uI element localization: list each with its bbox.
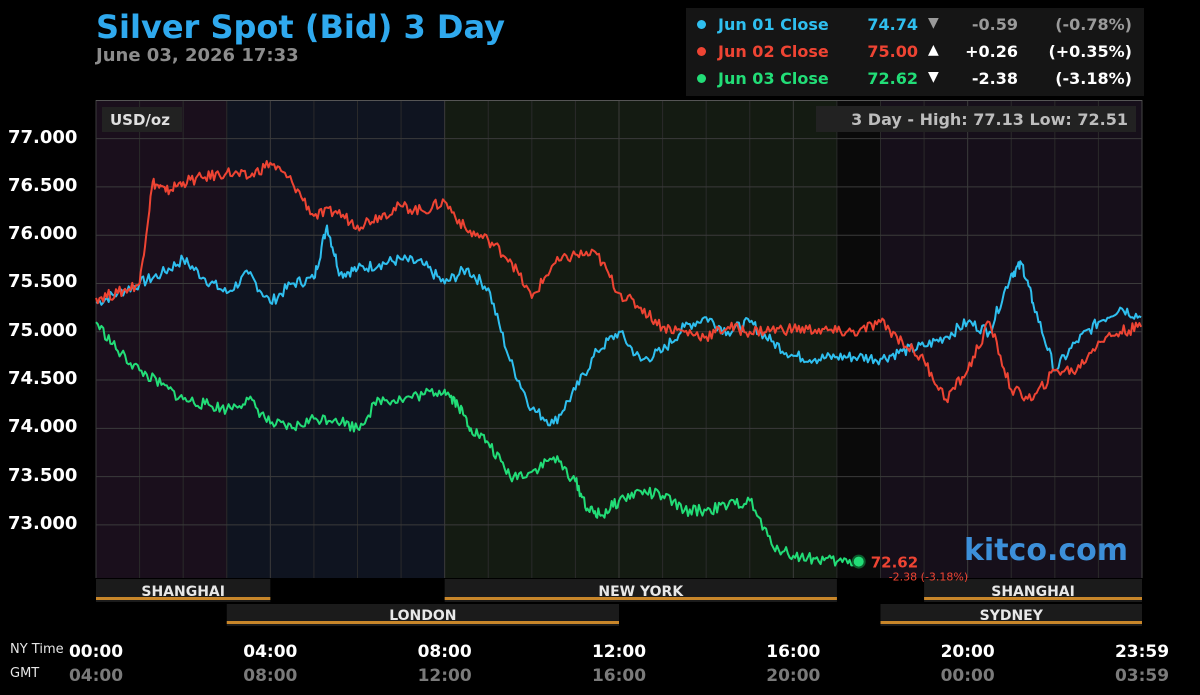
legend-row-jun01: Jun 01 Close 74.74 ▼ -0.59 (-0.78%) — [686, 13, 1144, 39]
x-tick-label-ny: 00:00 — [68, 642, 124, 662]
legend-arrow-jun02: ▲ — [928, 42, 939, 58]
chart-grid — [95, 100, 1143, 578]
gmt-caption: GMT — [10, 666, 40, 681]
band-london — [226, 100, 445, 578]
legend-pct-jun03: (-3.18%) — [1055, 69, 1132, 88]
market-shanghai-2-bg — [924, 579, 1142, 602]
market-shanghai-2-label: SHANGHAI — [991, 584, 1075, 600]
market-shanghai-1-bg — [96, 579, 271, 602]
last-price-value: 72.62 — [871, 554, 918, 572]
y-tick-label: 76.000 — [8, 223, 78, 245]
legend-arrow-jun01: ▼ — [928, 15, 939, 31]
x-tick-label-gmt: 08:00 — [243, 666, 298, 686]
y-tick-label: 75.500 — [8, 271, 78, 293]
market-new-york-bg — [444, 579, 837, 602]
x-tick-label-ny: 16:00 — [766, 642, 821, 662]
legend-row-jun02: Jun 02 Close 75.00 ▲ +0.26 (+0.35%) — [686, 40, 1144, 66]
plot-top-border — [96, 100, 1142, 101]
x-tick-label-gmt: 03:59 — [1114, 666, 1170, 686]
legend-dot-jun01 — [697, 20, 706, 29]
watermark: kitco.com — [964, 533, 1128, 568]
legend-name-jun01: Jun 01 Close — [718, 15, 829, 34]
legend-name-jun03: Jun 03 Close — [718, 69, 829, 88]
market-shanghai-1-label: SHANGHAI — [141, 584, 225, 600]
unit-label-bg — [102, 107, 182, 132]
x-tick-label-ny: 12:00 — [591, 642, 647, 662]
last-price-change: -2.38 (-3.18%) — [889, 571, 968, 584]
series-line-1 — [95, 224, 1142, 427]
legend-pct-jun02: (+0.35%) — [1048, 42, 1132, 61]
legend-change-jun01: -0.59 — [971, 15, 1018, 34]
legend-value-jun01: 74.74 — [867, 15, 918, 34]
band-asia-early — [96, 100, 227, 578]
x-tick-label-gmt: 00:00 — [940, 666, 995, 686]
x-tick-label-ny: 20:00 — [940, 642, 995, 662]
legend-panel: Jun 01 Close 74.74 ▼ -0.59 (-0.78%) Jun … — [686, 8, 1144, 96]
legend-name-jun02: Jun 02 Close — [718, 42, 829, 61]
y-tick-label: 77.000 — [8, 126, 78, 148]
x-tick-label-gmt: 16:00 — [591, 666, 647, 686]
series-line-2 — [95, 160, 1143, 404]
y-tick-label: 75.000 — [8, 319, 78, 341]
x-tick-label-gmt: 12:00 — [417, 666, 472, 686]
market-london-label: LONDON — [389, 608, 456, 624]
market-shanghai-2-line — [924, 597, 1142, 600]
legend-arrow-jun03: ▼ — [928, 69, 939, 85]
chart-title: Silver Spot (Bid) 3 Day — [96, 8, 505, 46]
market-london-bg — [226, 604, 619, 626]
market-sydney-bg — [880, 604, 1142, 626]
legend-dot-jun03 — [697, 74, 706, 83]
x-tick-label-gmt: 20:00 — [766, 666, 821, 686]
x-tick-label-ny: 04:00 — [243, 642, 298, 662]
market-sessions: SHANGHAI NEW YORK SHANGHAI LONDON SYDNEY — [96, 578, 1142, 626]
market-sydney-label: SYDNEY — [980, 608, 1044, 624]
y-tick-label: 76.500 — [8, 174, 78, 196]
chart-timestamp: June 03, 2026 17:33 — [96, 45, 299, 66]
market-sydney-line — [880, 621, 1142, 624]
ny-time-caption: NY Time — [10, 642, 64, 657]
legend-pct-jun01: (-0.78%) — [1055, 15, 1132, 34]
series-line-3 — [95, 321, 859, 567]
x-tick-label-gmt: 04:00 — [68, 666, 124, 686]
session-bands — [96, 100, 1142, 578]
series-lines — [95, 160, 1143, 567]
legend-value-jun02: 75.00 — [867, 42, 918, 61]
y-tick-label: 73.500 — [8, 464, 78, 486]
legend-value-jun03: 72.62 — [867, 69, 918, 88]
last-price-dot — [851, 554, 866, 569]
market-london-line — [226, 621, 619, 624]
legend-change-jun03: -2.38 — [971, 69, 1018, 88]
unit-label: USD/oz — [110, 111, 170, 129]
legend-dot-jun02 — [697, 47, 706, 56]
x-tick-label-ny: 23:59 — [1114, 642, 1170, 662]
range-label: 3 Day - High: 77.13 Low: 72.51 — [851, 110, 1128, 129]
y-tick-label: 74.000 — [8, 416, 78, 438]
legend-row-jun03: Jun 03 Close 72.62 ▼ -2.38 (-3.18%) — [686, 67, 1144, 93]
market-shanghai-1-line — [96, 597, 271, 600]
market-new-york-line — [444, 597, 837, 600]
band-closed — [836, 100, 881, 578]
y-tick-label: 74.500 — [8, 368, 78, 390]
y-tick-label: 73.000 — [8, 512, 78, 534]
range-label-bg — [816, 106, 1136, 132]
market-new-york-label: NEW YORK — [598, 584, 684, 600]
legend-change-jun02: +0.26 — [965, 42, 1018, 61]
x-tick-label-ny: 08:00 — [417, 642, 472, 662]
